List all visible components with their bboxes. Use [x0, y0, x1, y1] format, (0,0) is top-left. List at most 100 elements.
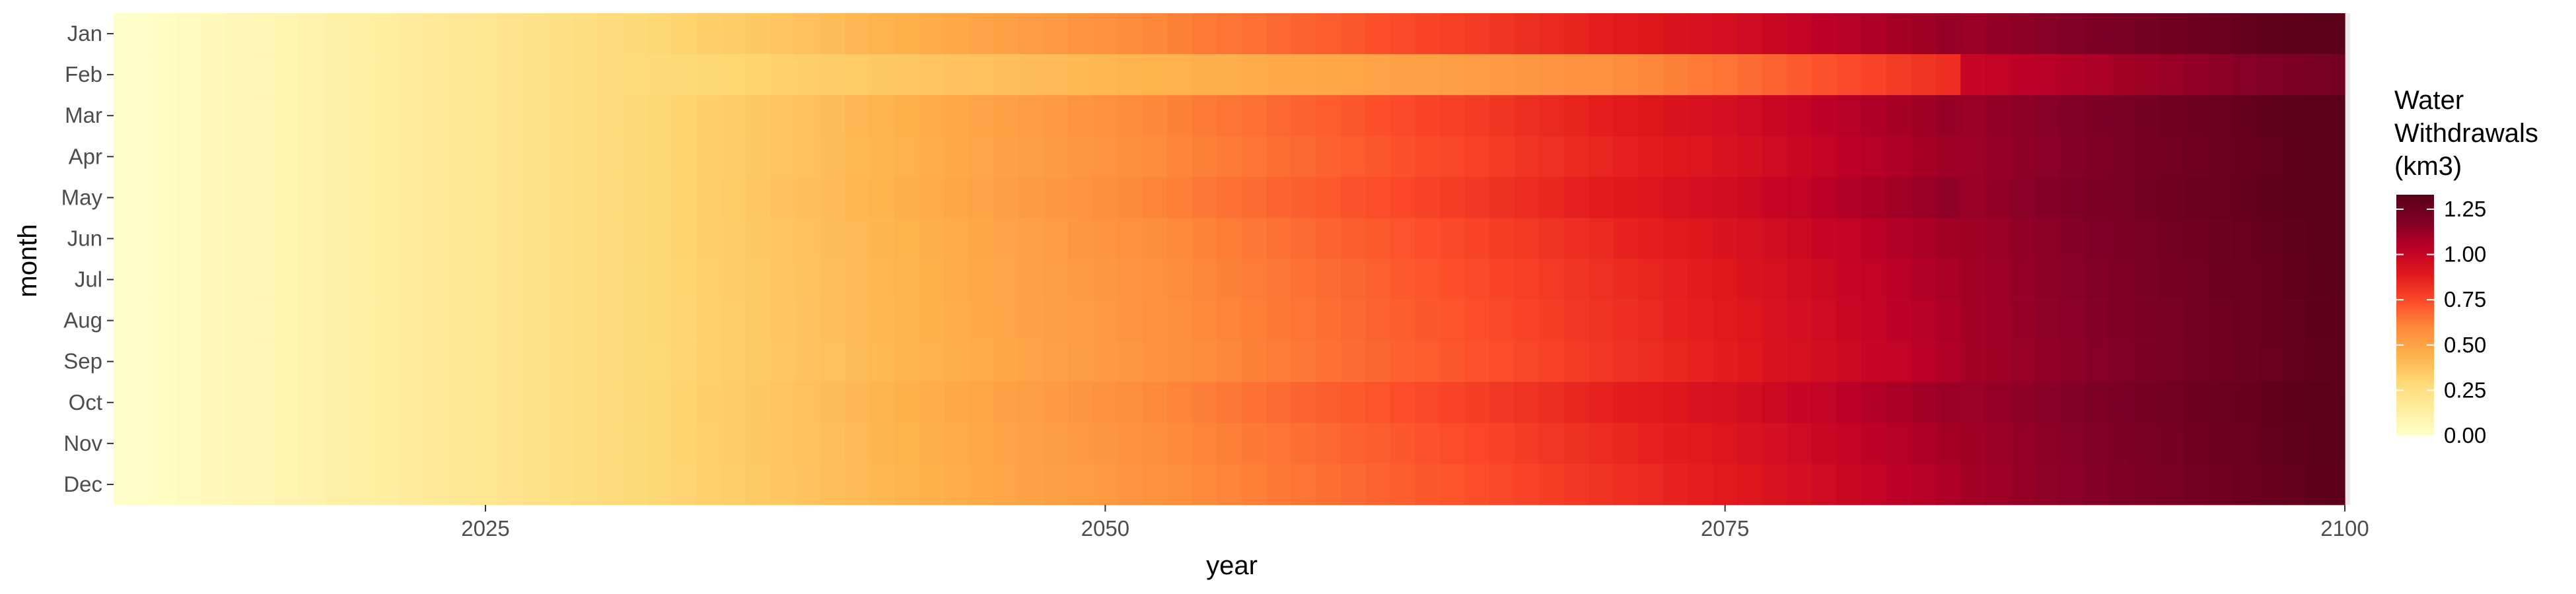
heatmap-cell-jul-2078: [1787, 259, 1812, 300]
legend-color-step: [2396, 381, 2434, 384]
heatmap-cell-aug-2100: [2332, 300, 2345, 341]
heatmap-cell-may-2078: [1787, 177, 1812, 218]
heatmap-cell-sep-2012: [151, 341, 176, 383]
heatmap-cell-apr-2071: [1613, 136, 1639, 178]
heatmap-cell-apr-2047: [1018, 136, 1044, 178]
heatmap-cell-jun-2091: [2109, 218, 2135, 259]
heatmap-cell-feb-2048: [1043, 54, 1069, 96]
heatmap-cell-sep-2053: [1167, 341, 1193, 383]
heatmap-cell-apr-2060: [1340, 136, 1367, 178]
heatmap-cell-feb-2037: [770, 54, 796, 96]
heatmap-cell-jan-2012: [151, 13, 176, 55]
heatmap-cell-jun-2097: [2258, 218, 2283, 259]
heatmap-cell-may-2082: [1886, 177, 1912, 218]
heatmap-cell-aug-2057: [1266, 300, 1292, 341]
heatmap-cell-jan-2093: [2159, 13, 2184, 55]
heatmap-cell-jul-2081: [1861, 259, 1887, 300]
heatmap-cell-dec-2069: [1563, 463, 1589, 506]
heatmap-cell-jun-2096: [2233, 218, 2259, 259]
heatmap-cell-nov-2091: [2109, 422, 2135, 465]
heatmap-cell-jan-2055: [1217, 13, 1242, 55]
heatmap-cell-dec-2088: [2034, 463, 2060, 506]
heatmap-cell-dec-2021: [374, 463, 400, 506]
legend-color-step: [2396, 407, 2434, 411]
heatmap-cell-may-2069: [1563, 177, 1589, 218]
heatmap-cell-mar-2015: [225, 95, 251, 137]
heatmap-cell-sep-2023: [423, 341, 449, 383]
heatmap-cell-jul-2097: [2258, 259, 2283, 300]
heatmap-cell-may-2039: [820, 177, 845, 218]
heatmap-cell-dec-2052: [1142, 463, 1168, 506]
heatmap-cell-apr-2058: [1291, 136, 1316, 178]
legend-color-step: [2396, 279, 2434, 282]
heatmap-cell-feb-2055: [1217, 54, 1242, 96]
heatmap-cell-jun-2032: [646, 218, 672, 259]
legend-color-step: [2396, 415, 2434, 418]
heatmap-cell-sep-2011: [125, 341, 151, 383]
heatmap-cell-jan-2099: [2307, 13, 2333, 55]
legend-color-step: [2396, 299, 2434, 302]
legend-color-step: [2396, 271, 2434, 274]
heatmap-cell-jul-2096: [2233, 259, 2259, 300]
heatmap-cell-jul-2091: [2109, 259, 2135, 300]
heatmap-cell-oct-2090: [2084, 381, 2110, 424]
heatmap-cell-jan-2084: [1935, 13, 1961, 55]
heatmap-cell-jul-2094: [2184, 259, 2209, 300]
heatmap-cell-dec-2012: [151, 463, 176, 506]
heatmap-cell-may-2036: [746, 177, 771, 218]
heatmap-cell-jan-2050: [1092, 13, 1118, 55]
heatmap-cell-jun-2048: [1043, 218, 1069, 259]
heatmap-cell-oct-2013: [175, 381, 201, 424]
heatmap-cell-may-2084: [1935, 177, 1961, 218]
heatmap-cell-mar-2035: [721, 95, 746, 137]
heatmap-cell-may-2045: [968, 177, 995, 218]
heatmap-cell-apr-2033: [671, 136, 697, 178]
heatmap-cell-apr-2086: [1985, 136, 2011, 178]
heatmap-cell-aug-2040: [845, 300, 871, 341]
legend-color-step: [2396, 275, 2434, 278]
heatmap-cell-sep-2087: [2010, 341, 2036, 383]
heatmap-cell-jul-2098: [2283, 259, 2308, 300]
heatmap-cell-may-2077: [1762, 177, 1788, 218]
heatmap-cell-may-2032: [646, 177, 672, 218]
heatmap-cell-jun-2075: [1712, 218, 1738, 259]
heatmap-cell-may-2076: [1737, 177, 1763, 218]
legend-color-step: [2396, 216, 2434, 220]
heatmap-cell-jul-2010: [114, 259, 127, 300]
x-tick-label-2050: 2050: [1081, 516, 1129, 541]
heatmap-cell-dec-2048: [1043, 463, 1069, 506]
heatmap-cell-nov-2073: [1663, 422, 1688, 465]
heatmap-cell-apr-2043: [919, 136, 945, 178]
heatmap-cell-dec-2044: [944, 463, 970, 506]
heatmap-cell-dec-2098: [2283, 463, 2308, 506]
heatmap-cell-jul-2089: [2059, 259, 2085, 300]
heatmap-cell-sep-2019: [324, 341, 350, 383]
legend-color-step: [2396, 383, 2434, 386]
heatmap-cell-nov-2080: [1836, 422, 1862, 465]
heatmap-cell-aug-2080: [1836, 300, 1862, 341]
heatmap-cell-mar-2084: [1935, 95, 1961, 137]
heatmap-cell-nov-2039: [820, 422, 845, 465]
heatmap-cell-oct-2063: [1415, 381, 1441, 424]
heatmap-cell-jan-2094: [2184, 13, 2209, 55]
heatmap-cell-oct-2042: [894, 381, 920, 424]
heatmap-cell-jun-2019: [324, 218, 350, 259]
heatmap-cell-feb-2079: [1812, 54, 1838, 96]
heatmap-cell-sep-2020: [349, 341, 375, 383]
heatmap-cell-mar-2054: [1192, 95, 1217, 137]
heatmap-cell-feb-2016: [250, 54, 275, 96]
heatmap-cell-aug-2023: [423, 300, 449, 341]
heatmap-cell-jun-2085: [1960, 218, 1986, 259]
heatmap-cell-dec-2071: [1613, 463, 1639, 506]
heatmap-cell-mar-2081: [1861, 95, 1887, 137]
heatmap-cell-jul-2041: [869, 259, 895, 300]
heatmap-cell-aug-2079: [1812, 300, 1838, 341]
heatmap-cell-nov-2050: [1092, 422, 1118, 465]
heatmap-cell-oct-2059: [1316, 381, 1342, 424]
y-tick-label-mar: Mar: [65, 103, 102, 127]
heatmap-cell-jan-2088: [2034, 13, 2060, 55]
heatmap-cell-oct-2078: [1787, 381, 1812, 424]
heatmap-cell-jun-2017: [274, 218, 301, 259]
heatmap-cell-oct-2050: [1092, 381, 1118, 424]
